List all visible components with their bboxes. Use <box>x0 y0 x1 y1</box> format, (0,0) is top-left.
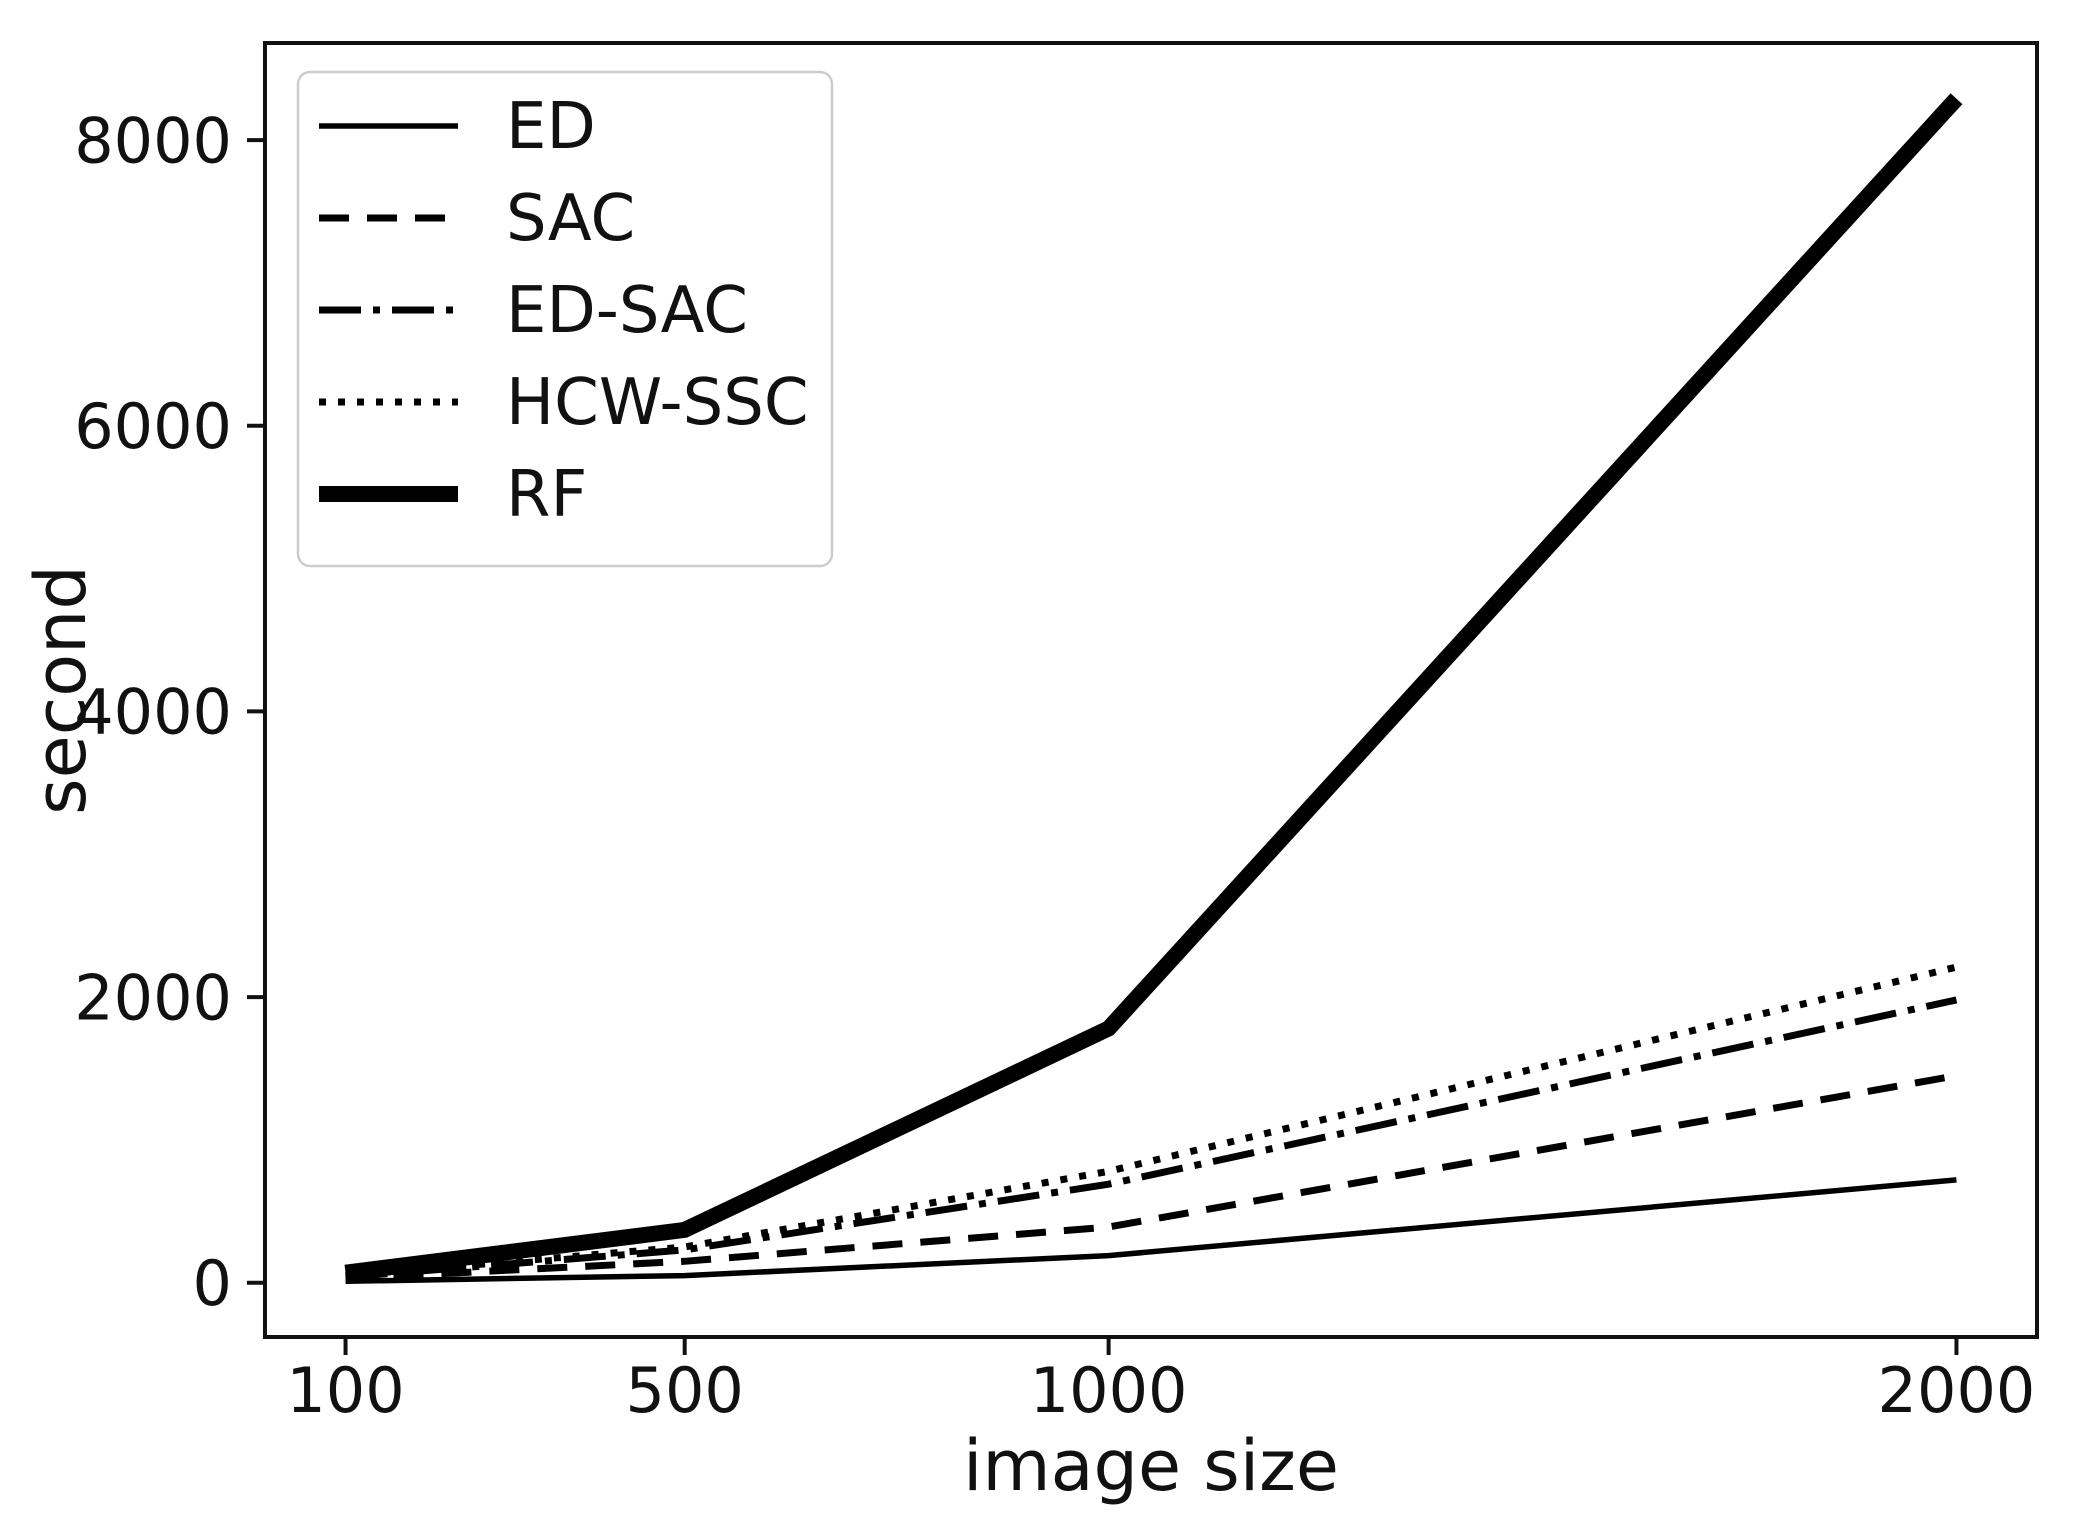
y-axis: 0 2000 4000 6000 8000 <box>74 104 265 1320</box>
series-line-hcw-ssc <box>345 963 1958 1280</box>
series-line-ed <box>345 1177 1957 1285</box>
legend-label-ed: ED <box>506 90 596 164</box>
legend-label-ed-sac: ED-SAC <box>506 274 748 348</box>
x-axis: 100 500 1000 2000 <box>286 1337 2035 1427</box>
y-axis-label: second <box>20 565 102 815</box>
y-tick-label: 0 <box>193 1247 232 1320</box>
legend-box <box>296 70 834 568</box>
y-tick-label: 8000 <box>74 104 232 177</box>
x-axis-label: image size <box>963 1425 1339 1507</box>
x-tick-label: 100 <box>286 1354 404 1427</box>
legend-label-hcw-ssc: HCW-SSC <box>506 366 809 440</box>
y-tick-label: 2000 <box>74 961 232 1034</box>
legend-label-rf: RF <box>506 458 587 532</box>
x-tick-label: 1000 <box>1030 1354 1188 1427</box>
legend: ED SAC ED-SAC HCW-SSC RF <box>296 70 834 568</box>
series-lines <box>344 93 1963 1285</box>
y-tick-label: 4000 <box>74 676 232 749</box>
y-tick-label: 6000 <box>74 390 232 463</box>
x-tick-label: 2000 <box>1878 1354 2036 1427</box>
plot-border <box>263 41 2039 1339</box>
x-tick-label: 500 <box>626 1354 744 1427</box>
series-line-ed-sac <box>345 996 1958 1281</box>
series-line-rf <box>344 93 1963 1281</box>
legend-label-sac: SAC <box>506 182 635 256</box>
series-line-sac <box>345 1072 1958 1282</box>
